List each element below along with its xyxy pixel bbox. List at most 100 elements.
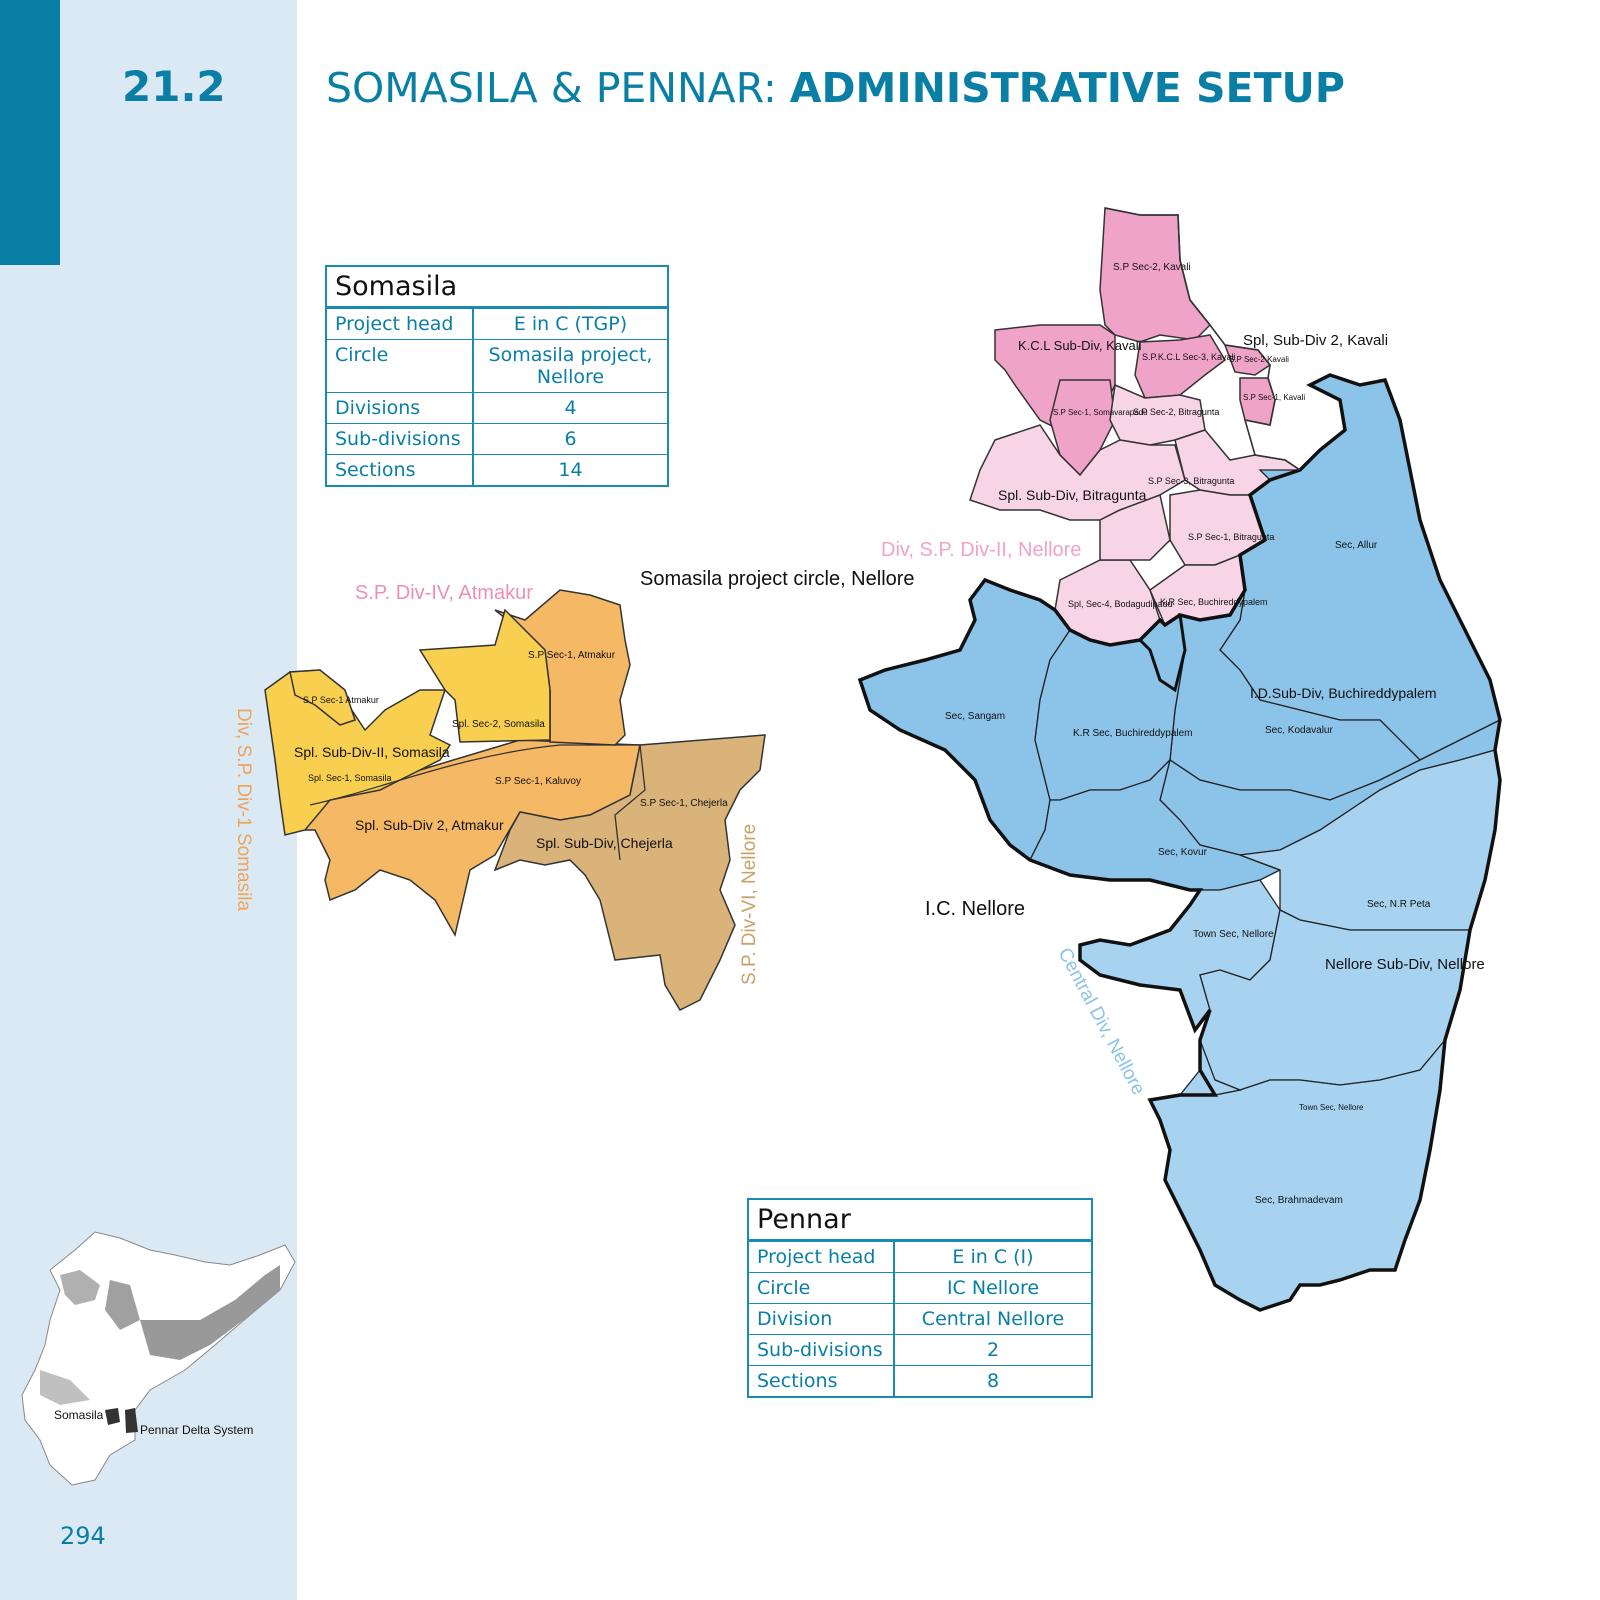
inset-label-somasila: Somasila (54, 1408, 104, 1422)
table-value: Somasila project, Nellore (488, 344, 653, 388)
pennar-outer-boundary (857, 373, 1502, 1312)
label-id-subdiv: I.D.Sub-Div, Buchireddypalem (1250, 685, 1436, 701)
label-sp-div-i: Div, S.P. Div-1 Somasila (233, 708, 254, 912)
inset-state-shape (21, 1231, 296, 1486)
east-map-group (859, 374, 1501, 1311)
label-sp-sec1-bitra: S.P Sec-1, Bitragunta (1188, 532, 1274, 542)
sidebar-accent-bar (0, 0, 60, 265)
somasila-circle-boundary (1039, 468, 1301, 693)
inset-pennar-mark (125, 1408, 138, 1433)
table-key: Sections (327, 455, 474, 485)
label-spl-subdiv-bitra: Spl. Sub-Div, Bitragunta (998, 487, 1147, 503)
label-spl-subdiv2-atmakur: Spl. Sub-Div 2, Atmakur (355, 817, 504, 833)
table-value: 4 (564, 397, 577, 419)
region-spl-subdiv-chejerla (493, 734, 766, 1011)
label-town-sec-nellore-small: Town Sec, Nellore (1299, 1103, 1364, 1112)
label-sp-kcl-sec3: S.P.K.C.L Sec-3, Kavali (1142, 352, 1236, 362)
label-sp-sec3-bitra: S.P Sec-3, Bitragunta (1148, 476, 1234, 486)
table-key: Sub-divisions (749, 1335, 895, 1365)
label-sec-kovur: Sec, Kovur (1158, 847, 1208, 858)
label-sp-sec2-kavali-small: S.P Sec-2 Kavali (1229, 355, 1289, 364)
label-kr-sec: K.R Sec, Buchireddypalem (1073, 728, 1193, 739)
somasila-table-title: Somasila (327, 267, 667, 308)
label-sec-kodavalur: Sec, Kodavalur (1265, 725, 1333, 736)
label-sp-sec1-chejerla: S.P Sec-1, Chejerla (640, 798, 728, 809)
label-sp-sec2-kavali: S.P Sec-2, Kavali (1113, 262, 1191, 273)
table-row: Project head E in C (TGP) (327, 308, 667, 339)
pennar-table-title: Pennar (749, 1200, 1091, 1241)
inset-somasila-mark (105, 1408, 120, 1425)
label-sec-nr-peta: Sec, N.R Peta (1367, 899, 1431, 910)
table-value: Central Nellore (921, 1308, 1065, 1330)
label-nellore-subdiv: Nellore Sub-Div, Nellore (1325, 956, 1485, 973)
label-ic-nellore: I.C. Nellore (925, 898, 1025, 920)
label-sp-sec2-bitra: S.P Sec-2, Bitragunta (1133, 407, 1219, 417)
label-sp-sec1-atmakur: S.P Sec-1, Atmakur (528, 650, 616, 661)
label-spl-subdiv-chejerla: Spl. Sub-Div, Chejerla (536, 835, 673, 851)
table-key: Sections (749, 1366, 895, 1396)
inset-label-pennar: Pennar Delta System (140, 1423, 253, 1437)
page-number: 294 (60, 1522, 106, 1550)
table-row: Sub-divisions 6 (327, 423, 667, 454)
table-key: Circle (749, 1273, 895, 1303)
label-sp-div-iv: S.P. Div-IV, Atmakur (355, 582, 533, 604)
label-town-sec-nellore: Town Sec, Nellore (1193, 929, 1274, 940)
table-row: Sections 14 (327, 454, 667, 485)
table-value: E in C (I) (952, 1246, 1034, 1268)
label-sec-sangam: Sec, Sangam (945, 711, 1005, 722)
table-value: 6 (564, 428, 577, 450)
label-spl-sec4: Spl, Sec-4, Bodagudipadu (1068, 599, 1173, 609)
table-row: Division Central Nellore (749, 1303, 1091, 1334)
label-sp-sec1-kaluvoy: S.P Sec-1, Kaluvoy (495, 776, 581, 787)
label-sp-div-ii: Div, S.P. Div-II, Nellore (881, 539, 1081, 561)
table-value: 14 (558, 459, 583, 481)
inset-gray-region-4 (40, 1370, 90, 1405)
region-sp-sec2-kavali (1099, 207, 1212, 343)
label-sp-div-vi: S.P. Div-VI, Nellore (739, 824, 760, 985)
label-sp-sec1-soma: S.P Sec-1, Somavarapadu (1053, 408, 1148, 417)
label-spl-subdiv-ii-somasila: Spl. Sub-Div-II, Somasila (294, 744, 450, 760)
label-kcl-subdiv: K.C.L Sub-Div, Kavali (1018, 338, 1142, 353)
table-key: Division (749, 1304, 895, 1334)
table-value: E in C (TGP) (513, 313, 628, 335)
label-somasila-circle: Somasila project circle, Nellore (640, 568, 915, 590)
table-row: Circle Somasila project, Nellore (327, 339, 667, 392)
table-value: 8 (986, 1370, 1000, 1392)
table-key: Divisions (327, 393, 474, 423)
table-key: Sub-divisions (327, 424, 474, 454)
inset-gray-region-3 (140, 1265, 280, 1360)
region-bitra-mid (1099, 493, 1171, 561)
label-sec-allur: Sec, Allur (1335, 540, 1378, 551)
table-key: Project head (749, 1242, 895, 1272)
label-spl-subdiv2-kavali: Spl, Sub-Div 2, Kavali (1243, 332, 1388, 349)
label-sec-brahmadevam: Sec, Brahmadevam (1255, 1195, 1343, 1206)
table-row: Divisions 4 (327, 392, 667, 423)
region-spl-subdiv-bitra (969, 424, 1186, 521)
somasila-info-table: Somasila Project head E in C (TGP) Circle… (325, 265, 669, 487)
pink-outer-boundary (1104, 207, 1301, 471)
region-sp-kcl-sec3 (1134, 334, 1226, 399)
table-value: 2 (986, 1339, 1000, 1361)
inset-gray-region-1 (60, 1270, 100, 1305)
section-number: 21.2 (122, 62, 226, 111)
table-row: Project head E in C (I) (749, 1241, 1091, 1272)
label-kr-sec-north: K.R Sec, Buchireddypalem (1160, 597, 1268, 607)
label-sp-sec1-kavali: S.P Sec-1, Kavali (1243, 393, 1305, 402)
table-row: Circle IC Nellore (749, 1272, 1091, 1303)
inset-state-map: Somasila Pennar Delta System (21, 1231, 296, 1486)
label-sp-sec1-atmakur-small: S.P Sec-1 Atmakur (303, 695, 379, 705)
label-spl-sec1-somasila: Spl. Sec-1, Somasila (308, 773, 392, 783)
page-title-light: SOMASILA & PENNAR: (326, 64, 790, 112)
table-row: Sub-divisions 2 (749, 1334, 1091, 1365)
page-title: SOMASILA & PENNAR: ADMINISTRATIVE SETUP (326, 64, 1345, 112)
region-sp-sec1-atmakur-small (289, 669, 356, 726)
table-key: Circle (327, 340, 474, 392)
page-title-bold: ADMINISTRATIVE SETUP (789, 64, 1345, 112)
west-map-group (264, 589, 766, 1011)
table-key: Project head (327, 309, 474, 339)
table-value: IC Nellore (946, 1277, 1040, 1299)
inset-gray-region-2 (105, 1280, 140, 1330)
pennar-info-table: Pennar Project head E in C (I) Circle IC N… (747, 1198, 1093, 1398)
table-row: Sections 8 (749, 1365, 1091, 1396)
